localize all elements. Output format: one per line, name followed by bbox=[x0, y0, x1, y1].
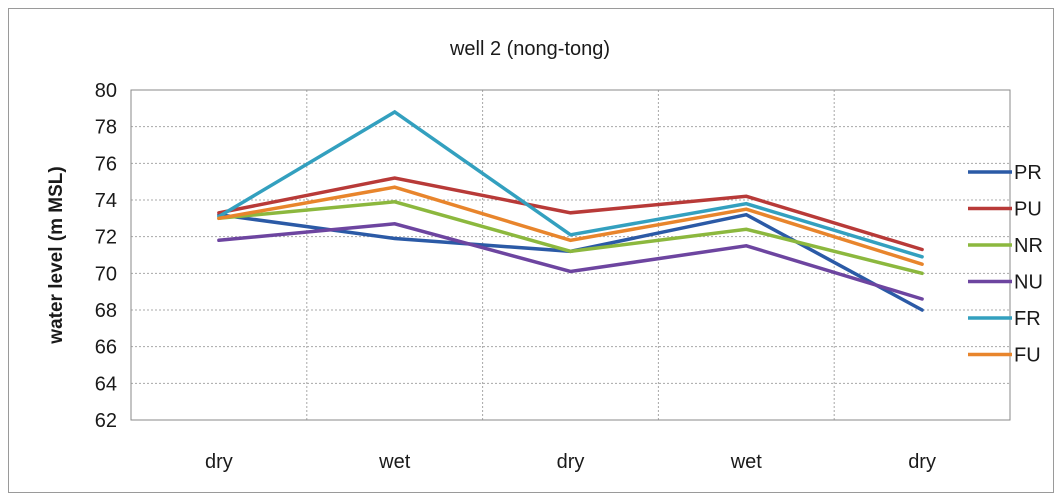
y-tick-label: 68 bbox=[95, 300, 117, 322]
grid bbox=[130, 89, 1011, 421]
x-tick-label: dry bbox=[908, 451, 936, 473]
y-tick-label: 62 bbox=[95, 410, 117, 432]
legend-label-fr: FR bbox=[1014, 308, 1041, 330]
x-tick-label: wet bbox=[730, 451, 763, 473]
series-line-pu bbox=[217, 176, 924, 252]
y-tick-label: 64 bbox=[95, 373, 117, 395]
y-tick-label: 70 bbox=[95, 263, 117, 285]
y-tick-label: 66 bbox=[95, 337, 117, 359]
y-tick-label: 76 bbox=[95, 153, 117, 175]
legend-label-fu: FU bbox=[1014, 345, 1041, 367]
series-line-fr bbox=[217, 109, 924, 259]
x-tick-label: dry bbox=[205, 451, 233, 473]
y-axis-label: water level (m MSL) bbox=[46, 166, 67, 344]
legend-label-nu: NU bbox=[1014, 272, 1043, 294]
chart-title: well 2 (nong-tong) bbox=[449, 38, 610, 60]
y-tick-label: 78 bbox=[95, 117, 117, 139]
x-tick-label: dry bbox=[557, 451, 585, 473]
x-tick-label: wet bbox=[378, 451, 411, 473]
plot-area-border bbox=[130, 89, 1011, 421]
series-line-nu bbox=[217, 222, 924, 301]
legend: PR PU NR NU FR FU bbox=[968, 162, 1043, 367]
y-tick-label: 80 bbox=[95, 80, 117, 102]
legend-label-pu: PU bbox=[1014, 199, 1042, 221]
x-axis-ticks: dry wet dry wet dry bbox=[205, 451, 936, 473]
y-tick-label: 74 bbox=[95, 190, 117, 212]
series-line-fu bbox=[217, 185, 924, 266]
legend-label-pr: PR bbox=[1014, 162, 1042, 184]
y-axis-ticks: 62 64 66 68 70 72 74 76 78 80 bbox=[95, 80, 117, 432]
y-tick-label: 72 bbox=[95, 227, 117, 249]
series-lines bbox=[217, 109, 924, 312]
legend-label-nr: NR bbox=[1014, 235, 1043, 257]
series-line-nr bbox=[217, 200, 924, 276]
